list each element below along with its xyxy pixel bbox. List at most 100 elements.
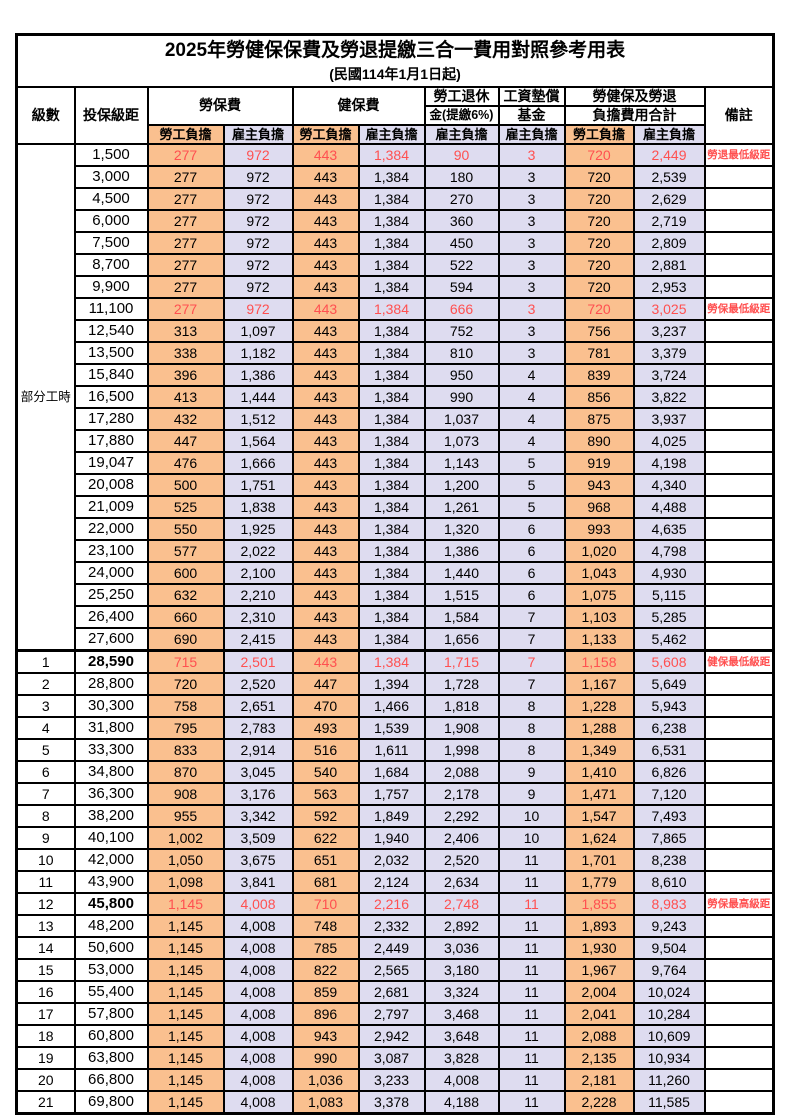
cell-pension-employer: 3,828 — [423, 1045, 500, 1070]
cell-note — [703, 1089, 775, 1114]
cell-level: 19 — [15, 1045, 76, 1070]
cell-insured-bracket: 40,100 — [73, 825, 149, 850]
cell-health-employer: 1,684 — [357, 759, 426, 784]
cell-health-employer: 3,378 — [357, 1089, 426, 1114]
cell-health-employer: 1,384 — [357, 274, 426, 299]
cell-wagefund-employer: 9 — [497, 759, 566, 784]
cell-total-employee: 1,103 — [563, 604, 635, 629]
cell-wagefund-employer: 9 — [497, 781, 566, 806]
cell-insured-bracket: 38,200 — [73, 803, 149, 828]
cell-health-employee: 1,083 — [291, 1089, 360, 1114]
cell-labor-employer: 2,783 — [222, 715, 294, 740]
col-header-pension-line2: 金(提繳6%) — [423, 104, 500, 126]
cell-health-employer: 1,757 — [357, 781, 426, 806]
cell-wagefund-employer: 11 — [497, 1023, 566, 1048]
cell-total-employer: 3,937 — [632, 406, 706, 431]
cell-total-employee: 2,228 — [563, 1089, 635, 1114]
cell-total-employer: 2,539 — [632, 164, 706, 189]
cell-total-employee: 1,624 — [563, 825, 635, 850]
cell-wagefund-employer: 3 — [497, 186, 566, 211]
cell-total-employer: 7,493 — [632, 803, 706, 828]
cell-insured-bracket: 23,100 — [73, 538, 149, 563]
cell-wagefund-employer: 7 — [497, 648, 566, 674]
cell-labor-employer: 2,210 — [222, 582, 294, 607]
cell-labor-employer: 972 — [222, 164, 294, 189]
cell-note — [703, 1067, 775, 1092]
cell-insured-bracket: 57,800 — [73, 1001, 149, 1026]
cell-labor-employee: 1,145 — [146, 1089, 225, 1114]
cell-pension-employer: 360 — [423, 208, 500, 233]
table-row: 19,047 476 1,666 443 1,384 1,143 5 919 4,198 — [17, 450, 775, 475]
cell-health-employee: 443 — [291, 516, 360, 541]
cell-total-employer: 3,822 — [632, 384, 706, 409]
cell-labor-employee: 1,145 — [146, 1023, 225, 1048]
cell-pension-employer: 1,143 — [423, 450, 500, 475]
cell-pension-employer: 3,036 — [423, 935, 500, 960]
table-row: 1 28,590 715 2,501 443 1,384 1,715 7 1,158 5,608 健… — [15, 648, 775, 674]
cell-labor-employer: 972 — [222, 142, 294, 167]
cell-total-employer: 9,764 — [632, 957, 706, 982]
cell-health-employer: 1,384 — [357, 428, 426, 453]
cell-pension-employer: 2,292 — [423, 803, 500, 828]
subheader-labor-employer: 雇主負擔 — [222, 123, 294, 145]
cell-wagefund-employer: 11 — [497, 979, 566, 1004]
cell-wagefund-employer: 6 — [497, 516, 566, 541]
fee-reference-sheet: 2025年勞健保保費及勞退提繳三合一費用對照參考用表 (民國114年1月1日起)… — [15, 33, 775, 1115]
table-row: 23,100 577 2,022 443 1,384 1,386 6 1,020 4,798 — [17, 538, 775, 563]
cell-note — [703, 384, 775, 409]
table-row: 26,400 660 2,310 443 1,384 1,584 7 1,103 5,285 — [17, 604, 775, 629]
cell-wagefund-employer: 4 — [497, 406, 566, 431]
cell-note — [703, 737, 775, 762]
cell-note: 勞保最高級距 — [703, 891, 775, 916]
col-header-total-line2: 負擔費用合計 — [563, 104, 706, 126]
table-row: 20 66,800 1,145 4,008 1,036 3,233 4,008 11 2,181… — [15, 1067, 775, 1092]
cell-note — [703, 274, 775, 299]
cell-total-employer: 2,629 — [632, 186, 706, 211]
col-header-level: 級數 — [15, 85, 76, 145]
cell-health-employer: 1,384 — [357, 582, 426, 607]
cell-labor-employee: 277 — [146, 230, 225, 255]
cell-health-employee: 493 — [291, 715, 360, 740]
cell-health-employer: 1,466 — [357, 693, 426, 718]
cell-labor-employee: 338 — [146, 340, 225, 365]
cell-wagefund-employer: 7 — [497, 626, 566, 651]
cell-pension-employer: 2,088 — [423, 759, 500, 784]
cell-insured-bracket: 6,000 — [73, 208, 149, 233]
cell-total-employee: 1,855 — [563, 891, 635, 916]
cell-labor-employee: 432 — [146, 406, 225, 431]
subheader-labor-employee: 勞工負擔 — [146, 123, 225, 145]
cell-pension-employer: 4,008 — [423, 1067, 500, 1092]
cell-wagefund-employer: 5 — [497, 472, 566, 497]
cell-labor-employer: 4,008 — [222, 891, 294, 916]
cell-wagefund-employer: 6 — [497, 560, 566, 585]
cell-health-employer: 2,449 — [357, 935, 426, 960]
cell-note — [703, 164, 775, 189]
cell-note — [703, 803, 775, 828]
cell-labor-employer: 2,415 — [222, 626, 294, 651]
cell-insured-bracket: 34,800 — [73, 759, 149, 784]
cell-total-employee: 720 — [563, 186, 635, 211]
page-subtitle: (民國114年1月1日起) — [329, 66, 461, 83]
cell-note — [703, 759, 775, 784]
cell-health-employee: 443 — [291, 230, 360, 255]
cell-labor-employee: 600 — [146, 560, 225, 585]
cell-wagefund-employer: 3 — [497, 318, 566, 343]
cell-health-employer: 1,384 — [357, 340, 426, 365]
cell-labor-employer: 1,925 — [222, 516, 294, 541]
cell-health-employee: 622 — [291, 825, 360, 850]
cell-total-employer: 4,930 — [632, 560, 706, 585]
cell-note — [703, 957, 775, 982]
cell-labor-employee: 715 — [146, 648, 225, 674]
cell-level: 16 — [15, 979, 76, 1004]
cell-labor-employer: 1,182 — [222, 340, 294, 365]
cell-labor-employee: 1,002 — [146, 825, 225, 850]
cell-health-employer: 2,332 — [357, 913, 426, 938]
cell-health-employee: 443 — [291, 384, 360, 409]
cell-level: 21 — [15, 1089, 76, 1114]
subheader-health-employer: 雇主負擔 — [357, 123, 426, 145]
cell-labor-employee: 1,145 — [146, 1045, 225, 1070]
cell-health-employer: 1,384 — [357, 538, 426, 563]
cell-total-employee: 943 — [563, 472, 635, 497]
cell-labor-employee: 795 — [146, 715, 225, 740]
cell-labor-employee: 1,145 — [146, 979, 225, 1004]
